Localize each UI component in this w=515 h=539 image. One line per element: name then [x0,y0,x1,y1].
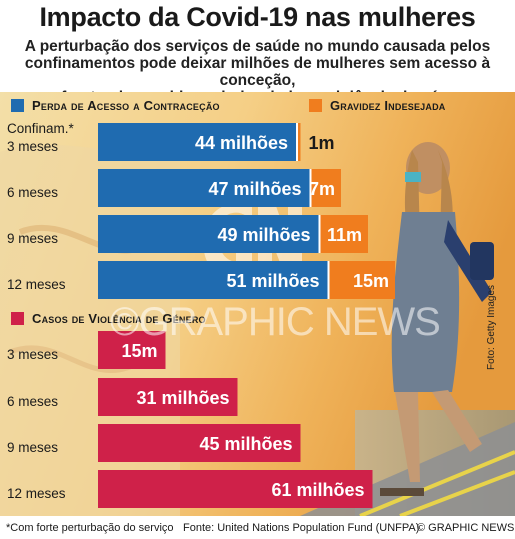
bar-value-label: 49 milhões [217,225,310,245]
legend-contraception: Perda de Acesso a Contraceção [11,98,220,113]
row-label: 9 meses [7,440,59,455]
bar-value-label: 11m [327,225,362,245]
bar-contraception [98,215,319,253]
bar-divider [309,169,312,207]
row-label: 12 meses [7,486,66,501]
bar-violence [98,331,166,369]
bar-value-label: 51 milhões [226,271,319,291]
watermark: ©GRAPHIC NEWS [110,300,441,344]
bar-value-label: 45 milhões [199,434,292,454]
row-label: 6 meses [7,185,59,200]
bar-value-label: 44 milhões [195,133,288,153]
bar-pregnancy [327,261,395,299]
row-label: 9 meses [7,231,59,246]
row-label: 12 meses [7,277,66,292]
source: Fonte: United Nations Population Fund (U… [183,522,420,534]
bar-value-label: 7m [309,179,335,199]
row-label: 6 meses [7,394,59,409]
bar-contraception [98,169,310,207]
bar-divider [318,215,321,253]
bar-violence [98,424,301,462]
footnote: *Com forte perturbação do serviço [6,522,174,534]
row-label: 3 meses [7,347,59,362]
bar-value-label: 61 milhões [271,480,364,500]
bar-value-label: 15m [353,271,389,291]
copyright: © GRAPHIC NEWS [417,522,515,534]
bar-violence [98,470,373,508]
legend-label: Gravidez Indesejada [330,98,446,113]
legend-pregnancy: Gravidez Indesejada [309,98,445,113]
subtitle-line: confinamentos pode deixar milhões de mul… [24,55,491,89]
lockdown-label: Confinam.* [7,121,74,136]
bar-pregnancy [296,123,301,161]
bar-divider [327,261,330,299]
bar-violence [98,378,238,416]
page-title: Impacto da Covid-19 nas mulheres [39,2,476,32]
bar-pregnancy [318,215,368,253]
bar-value-label: 31 milhões [136,388,229,408]
legend-label: Perda de Acesso a Contraceção [32,98,220,113]
legend-swatch [309,99,322,112]
legend-swatch [11,99,24,112]
bar-value-label: 47 milhões [208,179,301,199]
subtitle-line: A perturbação dos serviços de saúde no m… [24,38,491,55]
photo-credit: Foto: Getty Images [486,284,497,370]
bar-value-label: 15m [121,341,157,361]
bar-contraception [98,261,328,299]
bar-value-label: 1m [309,133,335,153]
bar-pregnancy [309,169,341,207]
footer: *Com forte perturbação do serviço Fonte:… [0,518,515,539]
legend-label: Casos de Violência de Género [32,311,206,326]
legend-swatch [11,312,24,325]
bar-contraception [98,123,296,161]
row-label: 3 meses [7,139,59,154]
bar-divider [296,123,298,161]
legend-violence: Casos de Violência de Género [11,311,206,326]
